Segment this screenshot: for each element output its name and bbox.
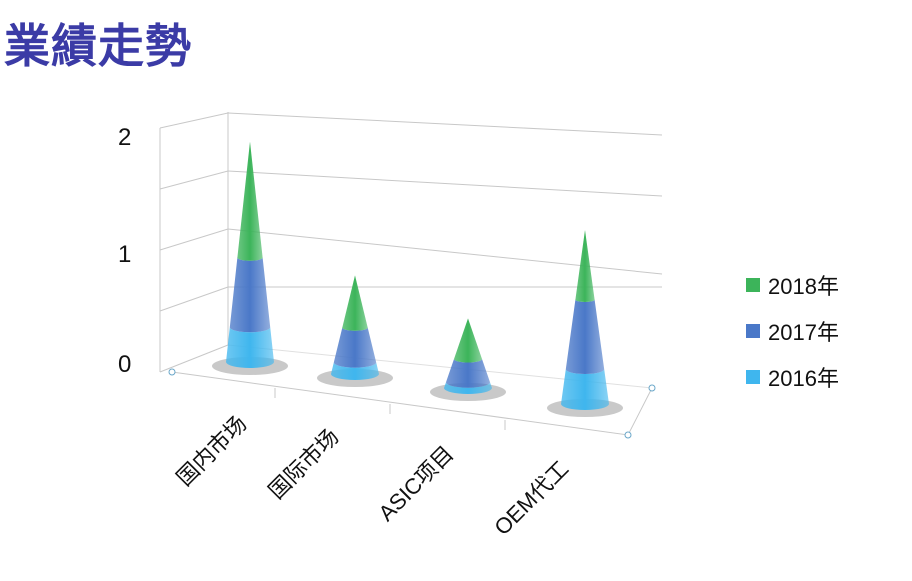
cone-segment [237,141,263,261]
cone-segment [333,327,377,368]
axis-handle [648,384,656,392]
side-gridline [159,112,229,129]
cone-segment [454,318,482,363]
cone-segment [565,299,605,374]
side-gridline [159,228,229,251]
cone-segment [561,369,609,410]
axis-handle [624,431,632,439]
gridline [227,228,663,275]
cone-segment [575,230,595,302]
category-label: ASIC项目 [373,441,458,526]
side-gridline [159,344,229,373]
y-tick-label: 2 [118,124,131,151]
side-gridline [159,170,229,190]
category-label: 国际市场 [264,424,344,504]
axis-handle [168,368,176,376]
legend-label: 2016年 [768,366,839,391]
cone-segment [446,359,490,388]
y-tick-label: 0 [118,351,131,378]
gridline [227,112,663,136]
legend-swatch [746,324,760,338]
cone-segment [444,382,492,394]
legend-label: 2017年 [768,320,839,345]
cone-segment [226,327,274,368]
cone-segment [342,275,368,331]
legend-swatch [746,370,760,384]
category-label: 国内市场 [172,411,252,491]
cone-segment [331,362,379,380]
legend-swatch [746,278,760,292]
gridline [227,170,663,197]
category-label: OEM代工 [489,456,573,540]
legend-label: 2018年 [768,274,839,299]
side-gridline [159,286,229,312]
y-tick-label: 1 [118,241,131,268]
cone-segment [229,257,271,333]
page-title: 業績走勢 [4,19,192,73]
